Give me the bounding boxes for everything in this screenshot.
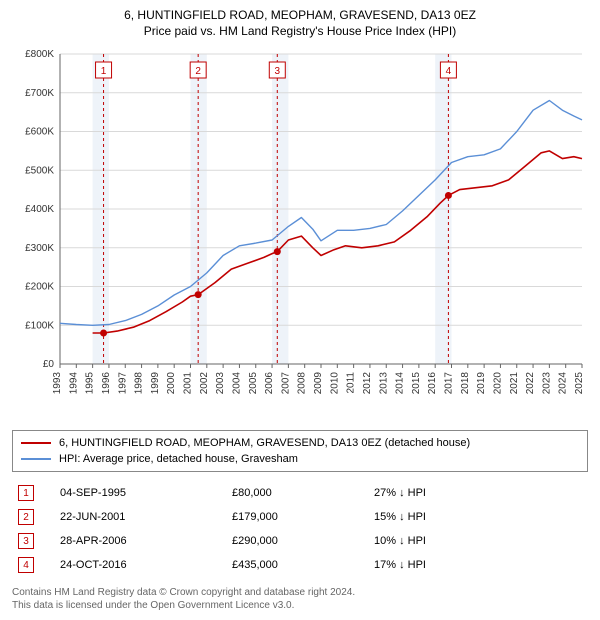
svg-text:£300K: £300K — [25, 243, 54, 254]
event-price: £80,000 — [228, 482, 368, 504]
svg-text:2009: 2009 — [313, 372, 324, 395]
legend-label: HPI: Average price, detached house, Grav… — [59, 453, 298, 465]
svg-text:2024: 2024 — [558, 372, 569, 395]
svg-text:£700K: £700K — [25, 88, 54, 99]
legend-label: 6, HUNTINGFIELD ROAD, MEOPHAM, GRAVESEND… — [59, 437, 470, 449]
event-number-box: 1 — [18, 485, 34, 501]
svg-text:2018: 2018 — [460, 372, 471, 395]
svg-text:£600K: £600K — [25, 127, 54, 138]
event-price: £290,000 — [228, 530, 368, 552]
svg-text:2004: 2004 — [231, 372, 242, 395]
event-price: £435,000 — [228, 554, 368, 576]
title-address: 6, HUNTINGFIELD ROAD, MEOPHAM, GRAVESEND… — [12, 8, 588, 22]
event-num: 1 — [14, 482, 54, 504]
svg-text:£400K: £400K — [25, 204, 54, 215]
event-date: 28-APR-2006 — [56, 530, 226, 552]
event-delta: 15% ↓ HPI — [370, 506, 586, 528]
svg-text:2015: 2015 — [411, 372, 422, 395]
svg-text:1998: 1998 — [134, 372, 145, 395]
svg-text:£800K: £800K — [25, 49, 54, 60]
svg-text:£500K: £500K — [25, 165, 54, 176]
svg-text:1993: 1993 — [52, 372, 63, 395]
event-row: 4 24-OCT-2016£435,00017% ↓ HPI — [14, 554, 586, 576]
event-number-box: 4 — [18, 557, 34, 573]
svg-text:2010: 2010 — [329, 372, 340, 395]
svg-text:2016: 2016 — [427, 372, 438, 395]
svg-text:4: 4 — [446, 66, 452, 77]
legend-swatch — [21, 458, 51, 460]
svg-text:2012: 2012 — [362, 372, 373, 395]
svg-text:2020: 2020 — [492, 372, 503, 395]
footer-line1: Contains HM Land Registry data © Crown c… — [12, 586, 588, 599]
events-table: 1 04-SEP-1995£80,00027% ↓ HPI 2 22-JUN-2001… — [12, 480, 588, 578]
event-delta: 10% ↓ HPI — [370, 530, 586, 552]
svg-text:3: 3 — [275, 66, 281, 77]
footer-line2: This data is licensed under the Open Gov… — [12, 599, 588, 612]
svg-text:2000: 2000 — [166, 372, 177, 395]
event-row: 1 04-SEP-1995£80,00027% ↓ HPI — [14, 482, 586, 504]
event-row: 2 22-JUN-2001£179,00015% ↓ HPI — [14, 506, 586, 528]
svg-text:2019: 2019 — [476, 372, 487, 395]
svg-text:2023: 2023 — [541, 372, 552, 395]
legend-item: HPI: Average price, detached house, Grav… — [21, 451, 579, 467]
svg-text:2002: 2002 — [199, 372, 210, 395]
legend-item: 6, HUNTINGFIELD ROAD, MEOPHAM, GRAVESEND… — [21, 435, 579, 451]
event-date: 04-SEP-1995 — [56, 482, 226, 504]
svg-text:2014: 2014 — [395, 372, 406, 395]
svg-text:1997: 1997 — [117, 372, 128, 395]
svg-text:1: 1 — [101, 66, 107, 77]
svg-text:2011: 2011 — [346, 372, 357, 394]
event-num: 4 — [14, 554, 54, 576]
svg-text:2006: 2006 — [264, 372, 275, 395]
footer-attribution: Contains HM Land Registry data © Crown c… — [12, 586, 588, 612]
svg-text:2025: 2025 — [574, 372, 585, 395]
svg-text:£200K: £200K — [25, 282, 54, 293]
event-date: 24-OCT-2016 — [56, 554, 226, 576]
svg-text:2003: 2003 — [215, 372, 226, 395]
event-price: £179,000 — [228, 506, 368, 528]
event-number-box: 3 — [18, 533, 34, 549]
svg-text:2005: 2005 — [248, 372, 259, 395]
svg-text:1996: 1996 — [101, 372, 112, 395]
svg-text:2017: 2017 — [444, 372, 455, 395]
legend: 6, HUNTINGFIELD ROAD, MEOPHAM, GRAVESEND… — [12, 430, 588, 472]
svg-text:1995: 1995 — [85, 372, 96, 395]
svg-text:2007: 2007 — [280, 372, 291, 395]
svg-text:1999: 1999 — [150, 372, 161, 395]
event-num: 2 — [14, 506, 54, 528]
event-delta: 17% ↓ HPI — [370, 554, 586, 576]
event-delta: 27% ↓ HPI — [370, 482, 586, 504]
svg-text:2013: 2013 — [378, 372, 389, 395]
event-row: 3 28-APR-2006£290,00010% ↓ HPI — [14, 530, 586, 552]
svg-text:2008: 2008 — [297, 372, 308, 395]
event-number-box: 2 — [18, 509, 34, 525]
title-subtitle: Price paid vs. HM Land Registry's House … — [12, 24, 588, 38]
price-chart: £0 £100K £200K £300K £400K £500K £600K £700K £80… — [12, 44, 588, 424]
svg-text:2022: 2022 — [525, 372, 536, 395]
event-date: 22-JUN-2001 — [56, 506, 226, 528]
svg-text:2: 2 — [195, 66, 201, 77]
svg-text:2001: 2001 — [183, 372, 194, 395]
svg-text:£100K: £100K — [25, 320, 54, 331]
svg-text:2021: 2021 — [509, 372, 520, 395]
event-num: 3 — [14, 530, 54, 552]
legend-swatch — [21, 442, 51, 444]
svg-text:£0: £0 — [43, 359, 55, 370]
svg-text:1994: 1994 — [68, 372, 79, 395]
